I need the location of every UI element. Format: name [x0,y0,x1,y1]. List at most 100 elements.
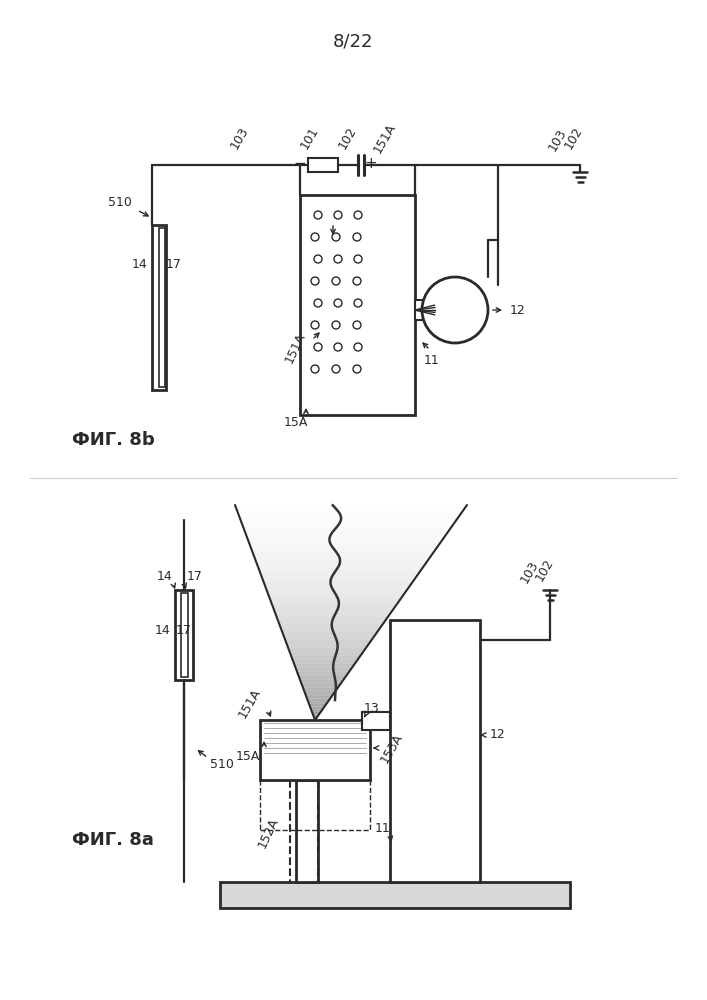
Circle shape [353,277,361,285]
Polygon shape [248,540,443,543]
Text: 510: 510 [108,196,132,210]
Polygon shape [307,698,330,701]
Text: 14: 14 [132,258,148,271]
Circle shape [353,321,361,329]
Circle shape [353,233,361,241]
Polygon shape [238,513,461,516]
Polygon shape [261,575,418,578]
Circle shape [332,321,340,329]
Polygon shape [270,599,400,602]
Circle shape [332,233,340,241]
Text: 102: 102 [534,556,556,584]
Text: 12: 12 [490,728,506,742]
Text: 103: 103 [547,126,570,154]
Text: 153A: 153A [378,731,406,765]
Polygon shape [294,664,355,666]
Polygon shape [287,645,368,647]
Bar [296,780,318,882]
Polygon shape [286,642,370,645]
Polygon shape [236,508,465,510]
Polygon shape [278,621,385,623]
Polygon shape [302,685,339,688]
Polygon shape [246,535,446,537]
Polygon shape [244,529,450,532]
Bar [181,593,188,677]
Text: 102: 102 [337,124,360,152]
Circle shape [354,211,362,219]
Polygon shape [291,656,361,658]
Text: 14: 14 [155,624,171,637]
Text: 152A: 152A [255,816,281,850]
Polygon shape [303,688,338,690]
Circle shape [422,277,488,343]
Polygon shape [247,537,444,540]
Circle shape [311,277,319,285]
Text: +: + [365,156,378,172]
Polygon shape [257,564,425,567]
Polygon shape [293,661,357,664]
Polygon shape [298,674,347,677]
Polygon shape [241,521,455,524]
Polygon shape [239,516,460,518]
Polygon shape [282,631,378,634]
Polygon shape [237,510,463,513]
Text: 101: 101 [298,124,322,152]
Polygon shape [297,672,349,674]
Text: 15A: 15A [284,416,308,430]
Polygon shape [240,518,457,521]
Polygon shape [250,545,438,548]
Polygon shape [284,637,374,639]
Polygon shape [255,559,429,561]
Polygon shape [265,586,410,588]
Circle shape [314,299,322,307]
Text: 8/22: 8/22 [333,33,373,51]
Polygon shape [256,561,427,564]
Polygon shape [300,680,344,682]
Polygon shape [245,532,448,535]
Polygon shape [281,629,380,631]
Polygon shape [279,623,383,626]
Polygon shape [258,567,423,570]
Polygon shape [266,588,408,591]
Circle shape [311,365,319,373]
Polygon shape [314,717,317,720]
Polygon shape [260,572,419,575]
Polygon shape [263,580,414,583]
Polygon shape [304,690,336,693]
Polygon shape [290,653,363,656]
Polygon shape [235,505,467,508]
Bar [152,225,166,390]
Bar [175,590,193,680]
Text: 151A: 151A [236,686,264,720]
Text: 11: 11 [424,354,440,366]
Polygon shape [268,594,404,596]
Circle shape [311,321,319,329]
Circle shape [332,277,340,285]
Polygon shape [310,707,325,709]
Bar [300,195,415,415]
Polygon shape [276,615,389,618]
Text: −: − [293,156,306,172]
Text: 17: 17 [187,570,203,584]
Polygon shape [264,583,412,586]
Polygon shape [295,666,353,669]
Polygon shape [249,543,440,545]
Polygon shape [277,618,387,621]
Polygon shape [301,682,341,685]
Text: ФИГ. 8b: ФИГ. 8b [72,431,155,449]
Text: 103: 103 [228,124,252,152]
Text: 13: 13 [364,702,380,714]
Text: 102: 102 [563,124,585,152]
Bar [390,620,480,882]
Circle shape [334,343,342,351]
Text: 12: 12 [510,304,526,316]
Polygon shape [305,693,334,696]
Polygon shape [283,634,376,637]
Polygon shape [252,551,435,553]
Text: 103: 103 [518,558,542,586]
Polygon shape [288,647,366,650]
Circle shape [311,233,319,241]
Polygon shape [308,701,328,704]
Polygon shape [299,677,346,680]
Polygon shape [313,715,319,717]
